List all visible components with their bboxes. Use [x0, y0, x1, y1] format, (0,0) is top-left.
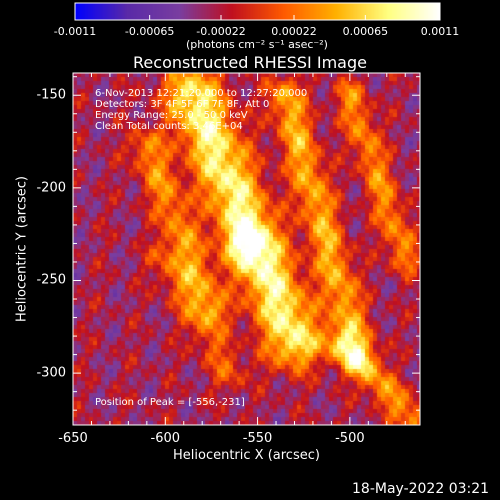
plot-area: 6-Nov-2013 12:21:20.000 to 12:27:20.000 …: [73, 73, 420, 425]
annotation-energy: Energy Range: 25.0 - 50.0 keV: [95, 110, 248, 121]
y-tick-label: -200: [36, 180, 66, 196]
x-tick-label: -650: [58, 431, 88, 446]
x-tick-label: -550: [242, 431, 273, 446]
heatmap-image: [73, 73, 420, 425]
y-axis-label: Heliocentric Y (arcsec): [14, 176, 30, 322]
colorbar-frame: [74, 2, 441, 21]
colorbar-tick-label: -0.0011: [53, 25, 97, 38]
y-tick-label: -150: [36, 87, 66, 103]
x-tick-label: -600: [150, 431, 181, 446]
colorbar: [75, 3, 440, 20]
colorbar-tick-label: 0.00065: [342, 25, 389, 38]
colorbar-tick-label: 0.00022: [271, 25, 317, 38]
x-tick-label: -500: [335, 431, 365, 446]
colorbar-tick-label: -0.00022: [196, 25, 246, 38]
colorbar-tick-label: -0.00065: [124, 25, 175, 38]
chart-title: Reconstructed RHESSI Image: [133, 53, 367, 72]
annotation-clean: Clean Total counts: 3.46E+04: [95, 121, 243, 132]
colorbar-tick-lines: [74, 15, 441, 20]
x-axis-label: Heliocentric X (arcsec): [173, 448, 320, 463]
y-tick-label: -250: [36, 272, 66, 288]
annotation-detectors: Detectors: 3F 4F 5F 6F 7F 8F, Att 0: [95, 99, 270, 110]
footer-timestamp: 18-May-2022 03:21: [352, 481, 490, 497]
annotation-peak: Position of Peak = [-556,-231]: [95, 397, 245, 408]
annotation-time: 6-Nov-2013 12:21:20.000 to 12:27:20.000: [95, 88, 308, 99]
y-tick-label: -300: [36, 365, 66, 381]
colorbar-unit-label: (photons cm⁻² s⁻¹ asec⁻²): [186, 38, 328, 51]
axis-tick-marks: [72, 73, 420, 425]
colorbar-tick-label: 0.0011: [420, 25, 460, 38]
